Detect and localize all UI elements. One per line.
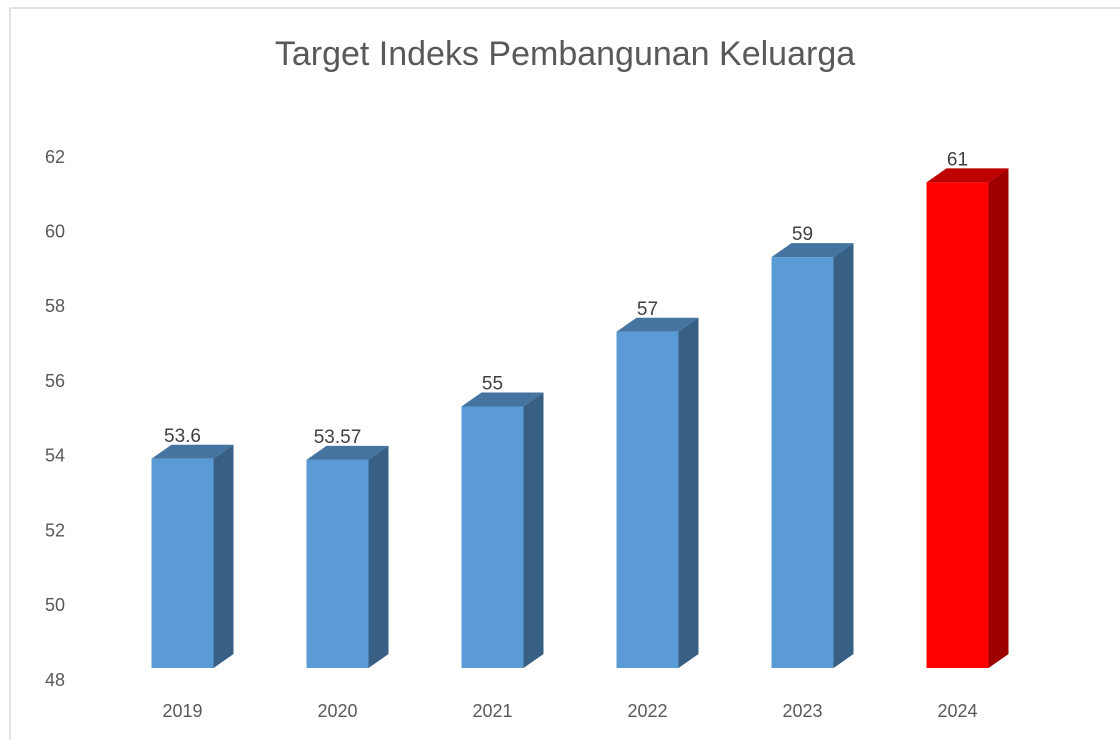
bar-side (833, 243, 854, 669)
bar (306, 445, 389, 668)
bar-front (151, 458, 214, 668)
x-tick-label: 2022 (627, 701, 667, 721)
bar-side-shade (678, 317, 699, 668)
bar-side (368, 445, 389, 668)
bar (461, 392, 544, 668)
bar-top (151, 444, 234, 459)
bar-top-shade (616, 317, 699, 332)
bar (151, 444, 234, 668)
bar-front (461, 406, 524, 668)
value-label: 55 (482, 374, 503, 395)
bar-front (616, 331, 679, 668)
chart-title: Target Indeks Pembangunan Keluarga (275, 35, 855, 73)
bar-top-shade (151, 444, 234, 459)
bar-side-shade (368, 445, 389, 668)
y-tick-label: 62 (45, 147, 65, 167)
x-tick-label: 2021 (472, 701, 512, 721)
value-label: 53.57 (314, 427, 362, 448)
x-tick-label: 2024 (937, 701, 977, 721)
y-tick-label: 48 (45, 670, 65, 690)
bar-top (306, 445, 389, 460)
value-label: 59 (792, 224, 813, 245)
bar-side (523, 392, 544, 668)
bar-side (988, 168, 1009, 668)
value-label: 53.6 (164, 426, 201, 447)
bar-side-shade (988, 168, 1009, 668)
bar-front (771, 257, 834, 668)
y-tick-label: 56 (45, 371, 65, 391)
bar-top (926, 168, 1009, 183)
bar-side-shade (833, 243, 854, 669)
bar-side-shade (523, 392, 544, 668)
y-tick-label: 60 (45, 221, 65, 241)
x-tick-label: 2019 (162, 701, 202, 721)
x-tick-label: 2020 (317, 701, 357, 721)
y-tick-label: 50 (45, 595, 65, 615)
y-tick-label: 54 (45, 446, 65, 466)
bar (771, 243, 854, 669)
bar-side (678, 317, 699, 668)
bar-top-shade (926, 168, 1009, 183)
bar-top (616, 317, 699, 332)
x-tick-label: 2023 (782, 701, 822, 721)
bar-front (926, 182, 989, 668)
bar-front (306, 459, 369, 668)
bar-top (461, 392, 544, 407)
bar-side (213, 444, 234, 668)
bar (926, 168, 1009, 668)
bar (616, 317, 699, 668)
bar-top-shade (771, 243, 854, 258)
bar-side-shade (213, 444, 234, 668)
bar-top (771, 243, 854, 258)
value-label: 61 (947, 149, 968, 170)
bar-top-shade (461, 392, 544, 407)
y-tick-label: 58 (45, 296, 65, 316)
y-tick-label: 52 (45, 520, 65, 540)
bar-top-shade (306, 445, 389, 460)
value-label: 57 (637, 299, 658, 320)
